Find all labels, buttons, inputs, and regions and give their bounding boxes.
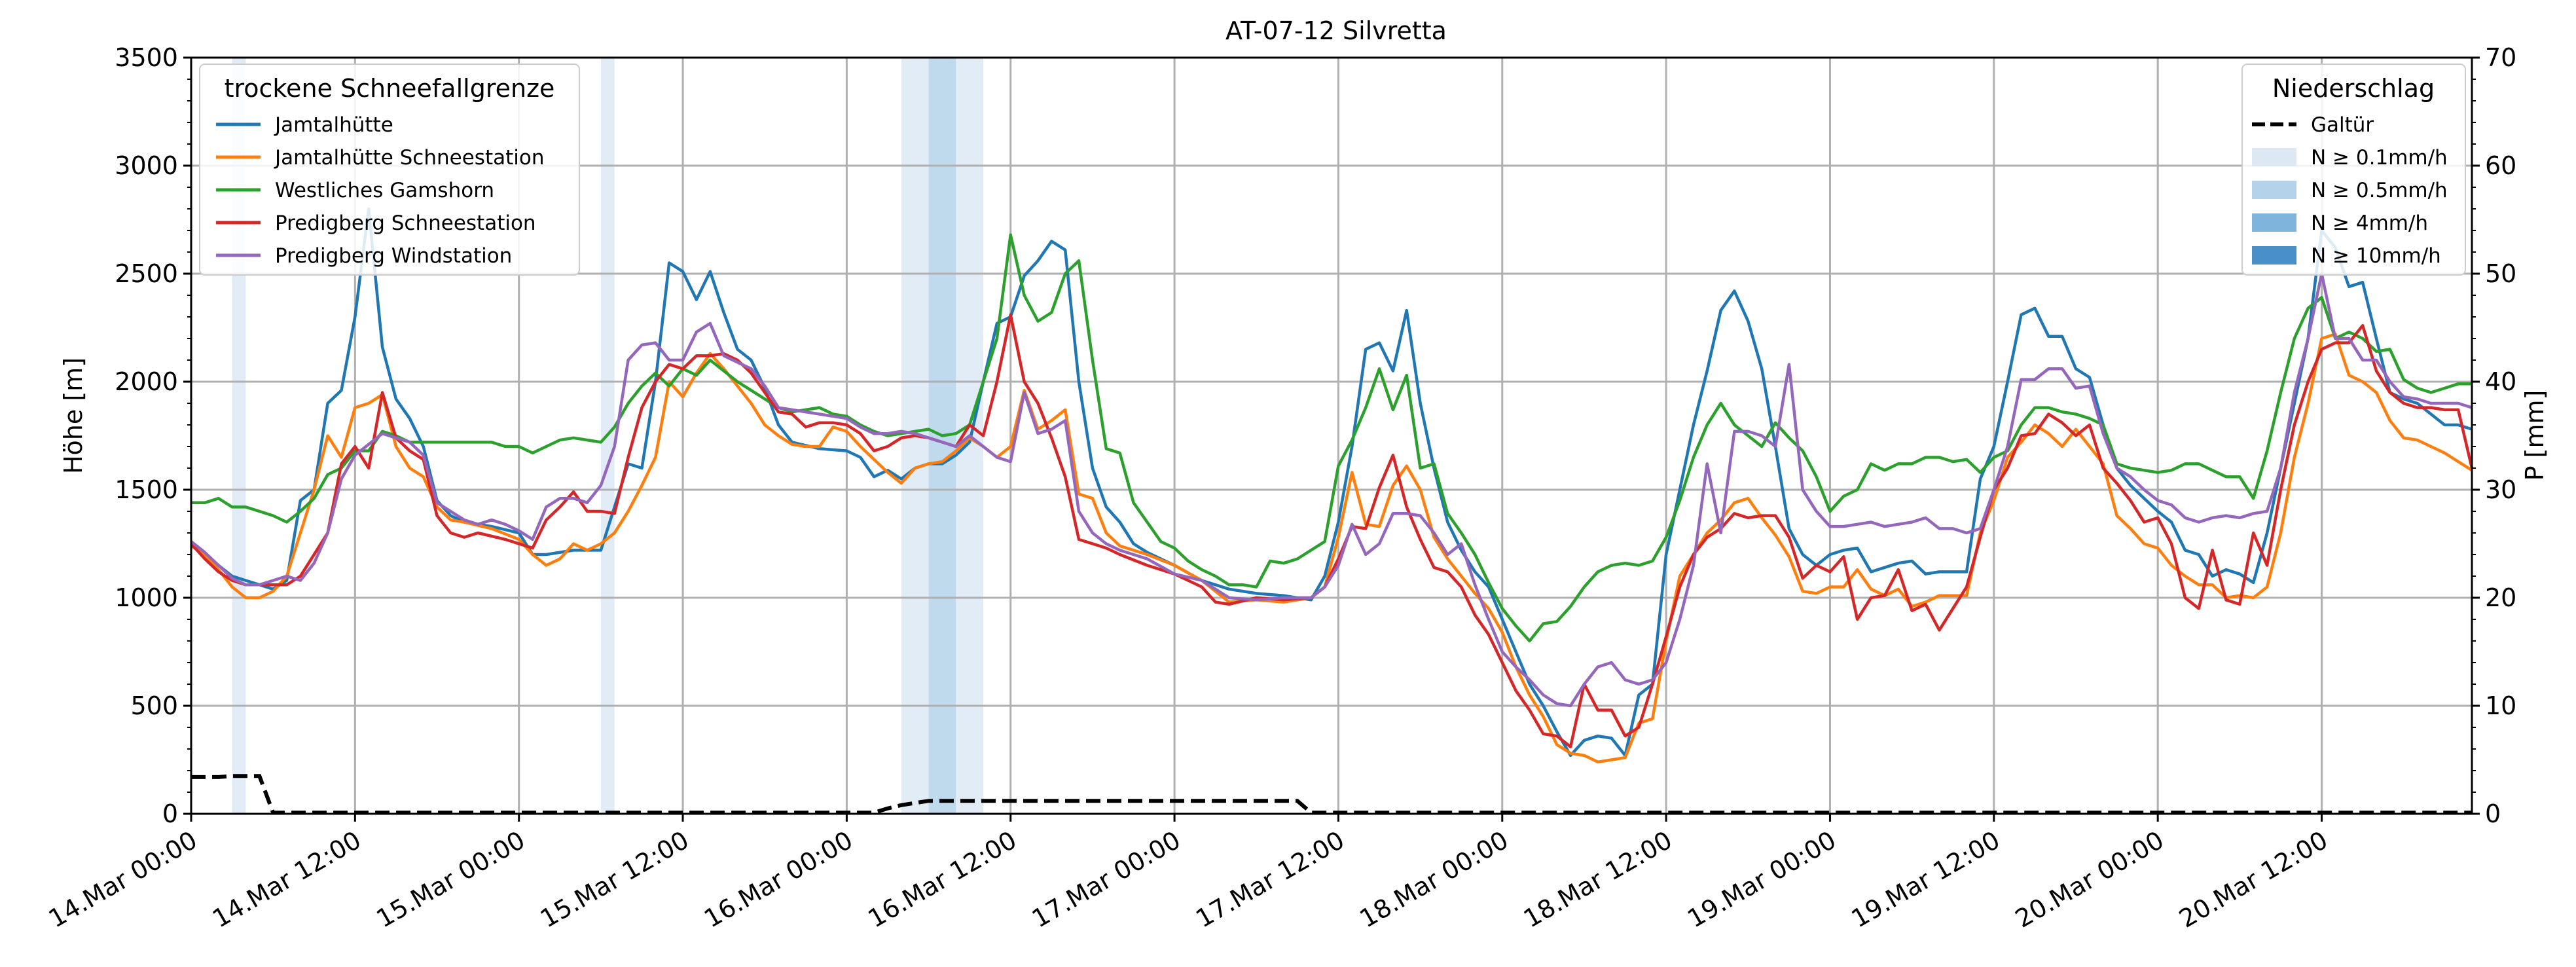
y2-tick-label-4: 40 xyxy=(2485,367,2516,396)
y-tick-label-5: 2500 xyxy=(115,259,178,288)
y2-tick-label-5: 50 xyxy=(2485,259,2516,288)
precip-line-galtur xyxy=(191,774,2472,815)
y2-axis-label: P [mm] xyxy=(2520,390,2549,481)
legend-right-label-0: Galtür xyxy=(2311,113,2374,137)
y-tick-label-6: 3000 xyxy=(115,151,178,180)
legend-left-label-3: Predigberg Schneestation xyxy=(275,211,536,235)
y2-tick-label-3: 30 xyxy=(2485,475,2516,504)
legend-left-box xyxy=(199,64,580,276)
series-line-1 xyxy=(190,333,2473,764)
legend-right-swatch-1 xyxy=(2252,148,2296,166)
legend-right-box xyxy=(2241,64,2466,276)
y2-tick-label-2: 20 xyxy=(2485,583,2516,612)
y-tick-label-1: 500 xyxy=(130,691,178,720)
y-tick-label-0: 0 xyxy=(162,799,178,828)
y2-tick-label-0: 0 xyxy=(2485,799,2501,828)
legend-left-label-4: Predigberg Windstation xyxy=(275,244,512,268)
legend-left-label-1: Jamtalhütte Schneestation xyxy=(274,146,544,170)
y-tick-label-7: 3500 xyxy=(115,43,178,72)
legend-right-label-3: N ≥ 4mm/h xyxy=(2311,211,2428,235)
legend-precipitation: Niederschlag Galtür N ≥ 0.1mm/h N ≥ 0.5mm/h… xyxy=(2241,64,2466,276)
legend-right-title: Niederschlag xyxy=(2272,74,2435,103)
legend-right-label-4: N ≥ 10mm/h xyxy=(2311,244,2441,268)
y2-tick-label-6: 60 xyxy=(2485,151,2516,180)
y2-tick-label-1: 10 xyxy=(2485,691,2516,720)
legend-altitude: trockene Schneefallgrenze Jamtalhütte Jamt… xyxy=(199,64,580,276)
legend-right-swatch-3 xyxy=(2252,213,2296,232)
y2-tick-label-7: 70 xyxy=(2485,43,2516,72)
series-lines xyxy=(190,207,2474,815)
legend-right-swatch-4 xyxy=(2252,246,2296,265)
legend-left-label-2: Westliches Gamshorn xyxy=(275,179,494,202)
y-tick-label-3: 1500 xyxy=(115,475,178,504)
chart-title: AT-07-12 Silvretta xyxy=(1225,16,1447,45)
legend-right-label-1: N ≥ 0.1mm/h xyxy=(2311,146,2448,170)
axes xyxy=(183,56,2480,822)
legend-left-title: trockene Schneefallgrenze xyxy=(225,74,555,103)
y-tick-label-4: 2000 xyxy=(115,367,178,396)
plot-frame xyxy=(190,56,2473,815)
legend-left-label-0: Jamtalhütte xyxy=(274,113,393,137)
legend-right-label-2: N ≥ 0.5mm/h xyxy=(2311,179,2448,202)
legend-right-swatch-2 xyxy=(2252,181,2296,199)
y-axis-label: Höhe [m] xyxy=(59,357,88,474)
y-tick-label-2: 1000 xyxy=(115,583,178,612)
series-line-4 xyxy=(190,272,2473,708)
